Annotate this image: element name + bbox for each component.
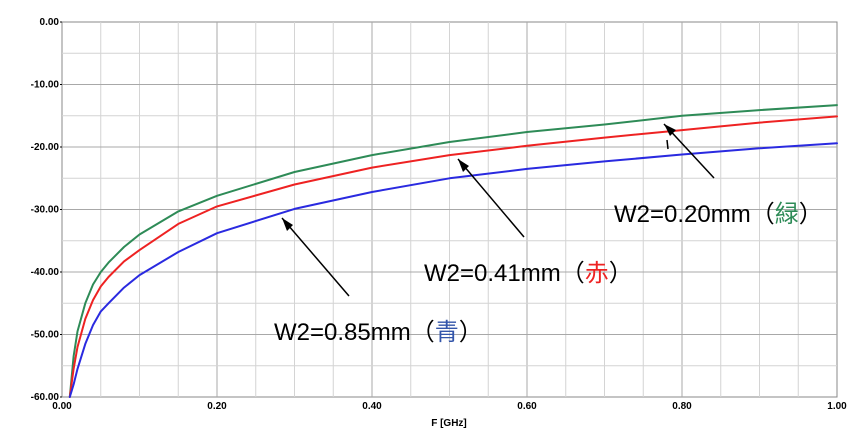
y-axis: 0.00 -10.00 -20.00 -30.00 -40.00 -50.00 -60.00 [31, 17, 62, 403]
x-tick-label: 0.80 [672, 401, 692, 412]
y-tick-label: -20.00 [31, 142, 60, 153]
annotation-041: W2=0.41mm（赤） [424, 158, 633, 287]
y-tick-label: -10.00 [31, 80, 60, 91]
x-tick-label: 0.60 [517, 401, 537, 412]
annotation-085: W2=0.85mm（青） [274, 217, 483, 346]
grid-lines [62, 22, 837, 397]
annotation-085-label: W2=0.85mm（青） [274, 319, 483, 346]
x-tick-label: 1.00 [827, 401, 847, 412]
series-group [68, 104, 838, 398]
annotation-041-arrowhead [458, 159, 469, 172]
y-tick-label: -60.00 [31, 392, 60, 403]
x-axis-label: F [GHz] [431, 418, 467, 429]
annotation-020-label: W2=0.20mm（緑） [614, 201, 823, 228]
y-tick-label: -40.00 [31, 267, 60, 278]
y-tick-label: 0.00 [40, 17, 60, 28]
x-tick-label: 0.00 [52, 401, 72, 412]
annotation-020: W2=0.20mm（緑） [614, 123, 823, 228]
annotation-020-tick [666, 139, 669, 150]
x-axis: 0.00 0.20 0.40 0.60 0.80 1.00 [52, 401, 847, 412]
annotation-041-arrow [457, 158, 525, 238]
y-tick-label: -30.00 [31, 205, 60, 216]
series-line-2 [68, 142, 838, 398]
annotation-020-arrowhead [664, 124, 676, 136]
annotation-085-arrow [281, 217, 350, 297]
series-line-1 [68, 115, 838, 398]
annotation-085-arrowhead [282, 218, 293, 231]
y-tick-label: -50.00 [31, 330, 60, 341]
x-tick-label: 0.40 [362, 401, 382, 412]
x-tick-label: 0.20 [207, 401, 227, 412]
annotation-041-label: W2=0.41mm（赤） [424, 260, 633, 287]
series-line-0 [68, 104, 838, 398]
